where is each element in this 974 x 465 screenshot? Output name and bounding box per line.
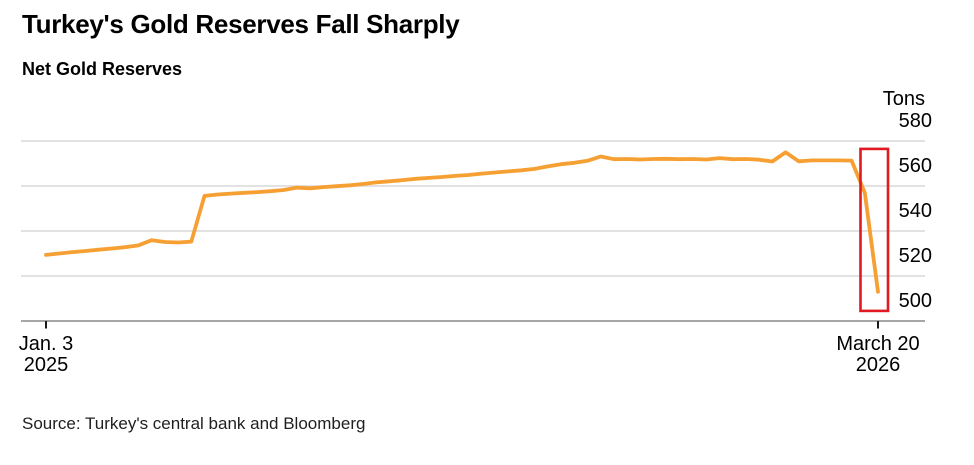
source-credit: Source: Turkey's central bank and Bloomb… <box>22 414 366 433</box>
y-axis-tick-label: 580 <box>898 110 932 132</box>
x-axis-date: March 20 <box>836 333 920 355</box>
chart-subtitle: Net Gold Reserves <box>22 59 183 79</box>
highlight-box <box>859 147 890 313</box>
y-axis-unit-label: Tons <box>882 88 925 110</box>
gold-reserves-line <box>44 150 880 294</box>
y-axis-tick-label: 540 <box>898 200 932 222</box>
y-axis-tick-label: 500 <box>898 290 932 312</box>
x-axis-date: Jan. 3 <box>18 333 74 355</box>
x-axis-year: 2025 <box>23 354 69 376</box>
x-axis-year: 2026 <box>855 354 901 376</box>
y-axis-tick-label: 560 <box>898 155 932 177</box>
chart-title: Turkey's Gold Reserves Fall Sharply <box>22 9 460 39</box>
y-axis-tick-label: 520 <box>898 245 932 267</box>
x-axis-tick-label-end: March 20 2026 <box>836 334 919 376</box>
x-axis-tick-label-start: Jan. 3 2025 <box>19 334 73 376</box>
